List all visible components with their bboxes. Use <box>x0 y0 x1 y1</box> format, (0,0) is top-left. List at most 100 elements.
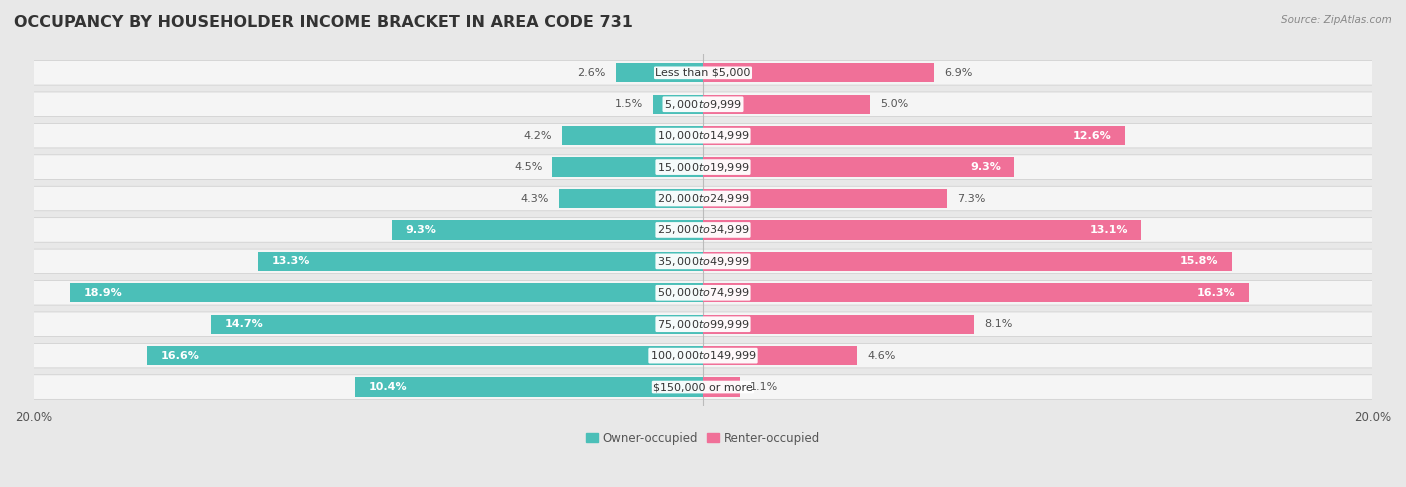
FancyBboxPatch shape <box>32 249 1374 274</box>
Bar <box>703 252 941 271</box>
Bar <box>772 346 858 365</box>
Bar <box>531 220 703 240</box>
Text: 16.6%: 16.6% <box>160 351 200 361</box>
Bar <box>779 94 870 114</box>
Text: $15,000 to $19,999: $15,000 to $19,999 <box>657 161 749 173</box>
Bar <box>703 315 974 334</box>
Bar <box>703 189 813 208</box>
Bar <box>703 283 949 302</box>
Text: 1.5%: 1.5% <box>614 99 643 109</box>
Bar <box>458 252 703 271</box>
Bar <box>703 157 844 177</box>
Text: 10.4%: 10.4% <box>368 382 406 392</box>
Bar <box>148 346 703 365</box>
Bar <box>720 377 740 397</box>
Text: $50,000 to $74,999: $50,000 to $74,999 <box>657 286 749 300</box>
Bar <box>703 220 900 240</box>
Bar <box>703 315 825 334</box>
Bar <box>703 63 807 82</box>
Text: 9.3%: 9.3% <box>970 162 1001 172</box>
Legend: Owner-occupied, Renter-occupied: Owner-occupied, Renter-occupied <box>581 427 825 450</box>
Text: $20,000 to $24,999: $20,000 to $24,999 <box>657 192 749 205</box>
Text: 15.8%: 15.8% <box>1180 256 1219 266</box>
Bar <box>703 157 1014 177</box>
Text: $35,000 to $49,999: $35,000 to $49,999 <box>657 255 749 268</box>
Bar <box>560 189 624 208</box>
Bar <box>70 283 356 302</box>
Bar <box>70 283 703 302</box>
Text: 12.6%: 12.6% <box>1073 131 1111 141</box>
Text: 14.7%: 14.7% <box>225 319 263 329</box>
FancyBboxPatch shape <box>32 312 1374 337</box>
Bar <box>703 346 772 365</box>
Bar <box>949 283 1249 302</box>
Bar <box>807 63 934 82</box>
Text: 16.3%: 16.3% <box>1197 288 1236 298</box>
FancyBboxPatch shape <box>32 155 1374 179</box>
Text: $100,000 to $149,999: $100,000 to $149,999 <box>650 349 756 362</box>
Bar <box>560 189 703 208</box>
Text: 18.9%: 18.9% <box>84 288 122 298</box>
Text: 13.1%: 13.1% <box>1090 225 1128 235</box>
Bar <box>703 377 720 397</box>
Bar <box>703 377 740 397</box>
Text: $5,000 to $9,999: $5,000 to $9,999 <box>664 98 742 111</box>
Bar <box>703 94 870 114</box>
Bar <box>652 94 675 114</box>
Bar <box>703 283 1249 302</box>
Text: 2.6%: 2.6% <box>578 68 606 78</box>
Bar <box>941 252 1232 271</box>
FancyBboxPatch shape <box>32 375 1374 399</box>
Text: 4.5%: 4.5% <box>515 162 543 172</box>
Bar <box>844 157 1014 177</box>
Text: OCCUPANCY BY HOUSEHOLDER INCOME BRACKET IN AREA CODE 731: OCCUPANCY BY HOUSEHOLDER INCOME BRACKET … <box>14 15 633 30</box>
FancyBboxPatch shape <box>32 92 1374 116</box>
Bar <box>211 315 433 334</box>
Bar <box>257 252 703 271</box>
Bar <box>620 157 703 177</box>
Bar <box>562 126 703 145</box>
Bar <box>703 94 779 114</box>
Text: 4.2%: 4.2% <box>524 131 553 141</box>
Bar <box>392 220 703 240</box>
FancyBboxPatch shape <box>32 281 1374 305</box>
FancyBboxPatch shape <box>32 123 1374 148</box>
Text: $25,000 to $34,999: $25,000 to $34,999 <box>657 224 749 237</box>
Bar <box>655 63 703 82</box>
Text: $150,000 or more: $150,000 or more <box>654 382 752 392</box>
Bar <box>703 63 934 82</box>
Bar <box>893 126 1125 145</box>
Text: 9.3%: 9.3% <box>405 225 436 235</box>
Bar <box>354 377 703 397</box>
FancyBboxPatch shape <box>32 218 1374 242</box>
Bar <box>626 126 703 145</box>
Text: Less than $5,000: Less than $5,000 <box>655 68 751 78</box>
Bar <box>675 94 703 114</box>
Text: 1.1%: 1.1% <box>749 382 778 392</box>
Bar <box>703 126 1125 145</box>
Text: $10,000 to $14,999: $10,000 to $14,999 <box>657 129 749 142</box>
Bar <box>356 283 703 302</box>
Bar <box>553 157 620 177</box>
Bar <box>624 189 703 208</box>
Bar <box>616 63 703 82</box>
Bar <box>703 252 1232 271</box>
Bar <box>703 220 1142 240</box>
Text: 13.3%: 13.3% <box>271 256 309 266</box>
Bar <box>211 315 703 334</box>
Text: 4.6%: 4.6% <box>868 351 896 361</box>
Bar <box>825 315 974 334</box>
Bar <box>813 189 948 208</box>
Bar <box>616 63 655 82</box>
Text: 4.3%: 4.3% <box>520 193 548 204</box>
Bar <box>148 346 398 365</box>
Bar <box>392 220 531 240</box>
Bar <box>703 189 948 208</box>
Bar <box>354 377 512 397</box>
Text: 7.3%: 7.3% <box>957 193 986 204</box>
Bar <box>433 315 703 334</box>
Bar <box>553 157 703 177</box>
Bar <box>703 126 893 145</box>
Text: 5.0%: 5.0% <box>880 99 908 109</box>
Bar <box>900 220 1142 240</box>
